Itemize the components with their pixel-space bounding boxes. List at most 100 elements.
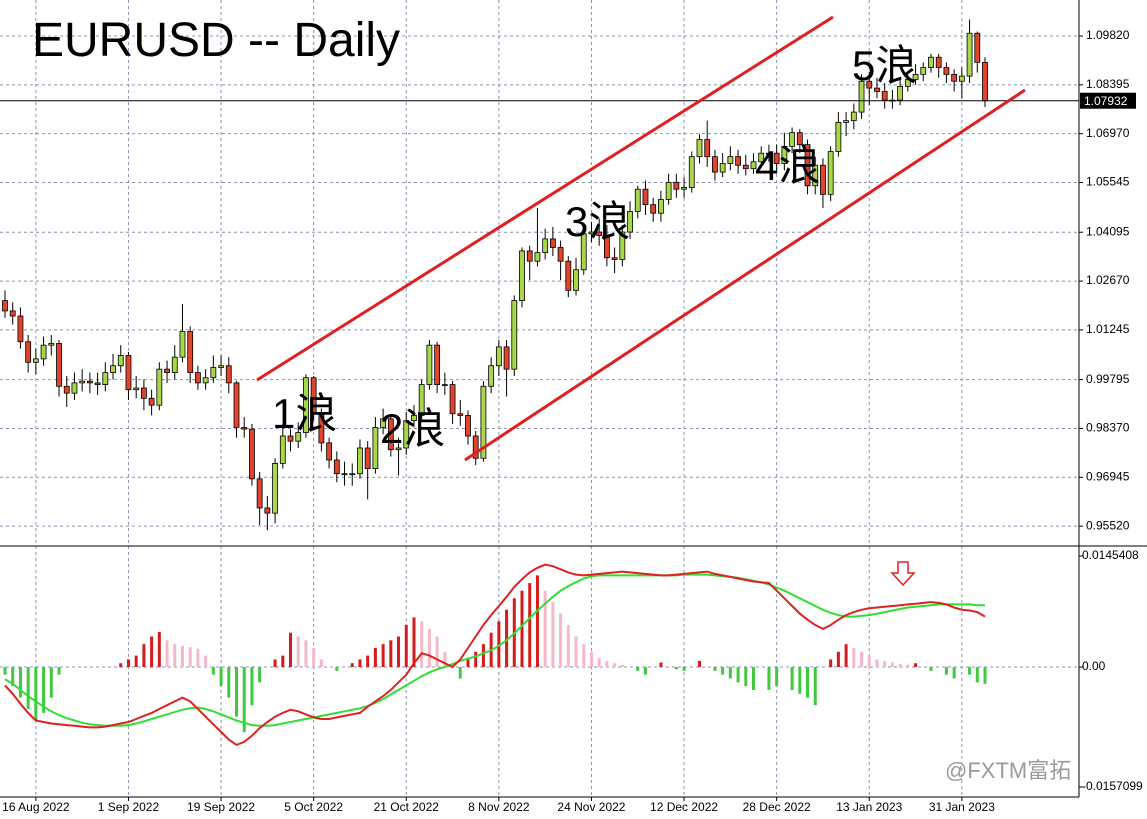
candle-body (17, 315, 24, 343)
candle-body (958, 75, 965, 82)
histogram-bar (18, 667, 22, 698)
x-tick-label: 31 Jan 2023 (929, 800, 995, 814)
histogram-bar (605, 660, 609, 668)
candle-body (588, 231, 595, 235)
candle-body (279, 435, 286, 464)
wave-label: 1浪 (272, 390, 337, 437)
candle-body (920, 67, 927, 75)
histogram-bar (968, 667, 972, 675)
histogram-bar (505, 609, 509, 668)
x-tick-label: 28 Dec 2022 (743, 800, 811, 814)
candle-body (627, 211, 633, 233)
candle-body (850, 111, 857, 122)
candle-body (210, 367, 217, 379)
wave-label: 5浪 (852, 42, 917, 89)
signal-line (4, 573, 985, 727)
histogram-bar (173, 644, 177, 668)
histogram-bar (860, 651, 864, 668)
y-tick-label: 1.06970 (1086, 126, 1130, 140)
histogram-bar (744, 667, 748, 687)
candle-body (549, 238, 556, 248)
labels: 1.09820 1.08395 1.06970 1.05545 1.04095 1.026… (2, 28, 1143, 814)
histogram-bar (211, 667, 215, 675)
candle-body (140, 387, 147, 399)
histogram-bar (312, 647, 316, 668)
histogram-bar (906, 664, 910, 668)
candle-body (904, 79, 911, 87)
candle-body (611, 257, 618, 260)
histogram-bar (242, 667, 246, 732)
histogram-bar (188, 647, 192, 668)
candle-body (272, 463, 278, 514)
histogram-bar (11, 667, 15, 687)
histogram-bar (304, 640, 308, 668)
histogram-bar (844, 644, 848, 668)
candle-body (71, 382, 78, 394)
y-tick-label: 0.99795 (1086, 372, 1130, 386)
candle-body (9, 310, 16, 317)
histogram-bar (983, 667, 987, 684)
histogram-bar (157, 631, 161, 668)
y-tick-label: 1.04095 (1086, 224, 1130, 238)
indicator-tick-label: 0.00 (1082, 659, 1106, 673)
candle-body (704, 139, 711, 158)
candle-body (395, 447, 402, 451)
candle-body (596, 231, 603, 236)
histogram-bar (273, 659, 277, 668)
histogram-bar (535, 575, 539, 668)
histogram-bar (697, 660, 701, 668)
candle-body (488, 365, 495, 387)
candle-body (897, 85, 904, 101)
candle-body (982, 61, 988, 102)
candle-body (179, 331, 186, 358)
candle-body (171, 356, 178, 373)
candle-body (295, 432, 302, 442)
histogram-bar (775, 667, 779, 687)
candle-body (966, 32, 973, 77)
candle-body (480, 385, 487, 459)
histogram-bar (358, 659, 362, 668)
candle-body (218, 365, 224, 368)
histogram-bar (373, 647, 377, 668)
histogram-bar (890, 662, 894, 668)
candle-body (241, 427, 248, 430)
candle-body (619, 231, 626, 260)
candle-body (426, 344, 433, 385)
candle-body (2, 300, 8, 312)
candle-body (742, 164, 749, 170)
candle-body (465, 415, 471, 437)
macd-line (4, 563, 986, 747)
histogram-bar (551, 602, 555, 668)
candle-body (125, 355, 132, 391)
candle-body (264, 507, 271, 514)
candle-body (735, 156, 741, 166)
histogram-bar (142, 644, 146, 668)
candle-body (86, 380, 93, 384)
candle-body (341, 473, 348, 476)
histogram-bar (234, 667, 238, 717)
histogram-bar (289, 632, 293, 668)
histogram-bar (566, 625, 570, 668)
histogram-bar (589, 651, 593, 668)
histogram-bar (713, 667, 717, 671)
candle-body (542, 238, 549, 254)
candle-body (249, 428, 255, 480)
candle-body (387, 418, 394, 451)
candle-body (457, 413, 464, 416)
candles (0, 19, 1079, 531)
histogram-bar (682, 667, 686, 671)
candle-body (441, 384, 448, 386)
candle-body (110, 365, 116, 373)
candle-body (195, 372, 201, 384)
candle-body (827, 151, 834, 195)
histogram-bar (180, 645, 184, 668)
histogram-bar (443, 651, 447, 668)
histogram-bar (613, 663, 617, 668)
histogram-bar (767, 667, 771, 690)
histogram-bar (867, 655, 871, 668)
histogram-bar (559, 613, 563, 668)
x-tick-label: 21 Oct 2022 (374, 800, 440, 814)
candle-body (658, 199, 664, 214)
candle-body (164, 368, 170, 373)
histogram-bar (335, 667, 339, 671)
